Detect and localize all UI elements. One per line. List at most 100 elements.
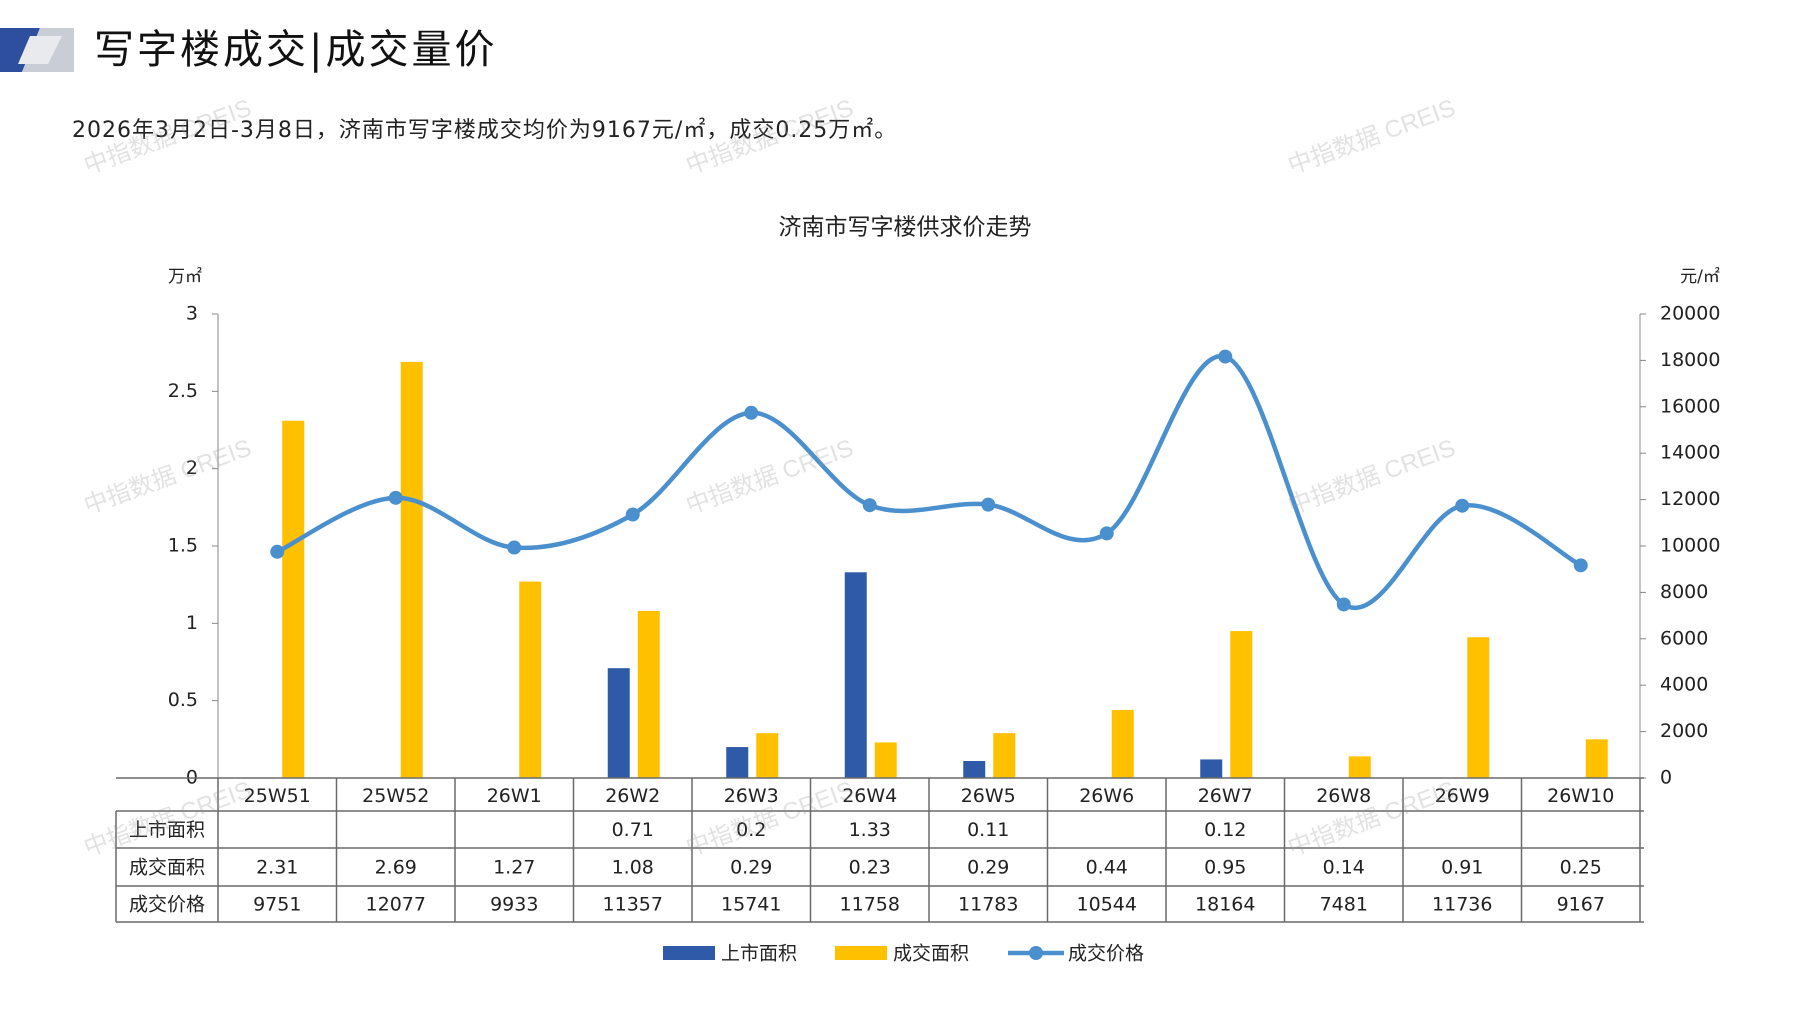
data-label: 0.29 (730, 857, 772, 879)
y-left-tick-label: 1 (186, 612, 198, 634)
deal-area-bar (1585, 739, 1608, 778)
legend-listed-area-swatch (663, 946, 715, 960)
listed-area-bar (726, 747, 749, 778)
y-left-tick-label: 0.5 (168, 689, 198, 711)
deal-area-bar (1348, 756, 1371, 778)
y-right-unit-label: 元/㎡ (1680, 267, 1720, 287)
data-label: 9167 (1557, 894, 1605, 916)
price-point (1099, 526, 1114, 541)
price-point (507, 540, 522, 555)
data-label: 9751 (253, 894, 301, 916)
listed-area-bar (963, 760, 986, 778)
data-label: 0.95 (1204, 857, 1246, 879)
x-category-label: 26W9 (1435, 785, 1490, 807)
price-series-line (276, 354, 1582, 610)
deal-area-bar (756, 733, 779, 778)
y-left-tick-label: 3 (186, 303, 198, 325)
data-label: 2.69 (375, 857, 417, 879)
x-category-label: 26W3 (724, 785, 779, 807)
table-row-header: 成交面积 (129, 857, 205, 879)
x-category-label: 25W51 (244, 785, 311, 807)
y-right-tick-label: 10000 (1660, 535, 1720, 557)
table-row-header: 上市面积 (129, 819, 205, 841)
data-label: 1.33 (849, 819, 891, 841)
y-right-tick-label: 0 (1660, 767, 1672, 789)
chart-title: 济南市写字楼供求价走势 (779, 215, 1032, 241)
y-right-tick-label: 12000 (1660, 488, 1720, 510)
listed-area-bar (607, 668, 630, 778)
price-point (1336, 597, 1351, 612)
legend-label: 成交价格 (1068, 943, 1144, 965)
data-label: 9933 (490, 894, 538, 916)
data-label: 7481 (1320, 894, 1368, 916)
deal-area-bar (993, 733, 1016, 778)
legend-label: 上市面积 (721, 943, 797, 965)
x-category-label: 26W2 (605, 785, 660, 807)
price-point (981, 497, 996, 512)
data-label: 0.2 (736, 819, 766, 841)
data-label: 11783 (958, 894, 1018, 916)
legend-deal-area-swatch (835, 946, 887, 960)
data-label: 18164 (1195, 894, 1255, 916)
price-point (270, 544, 285, 559)
y-right-tick-label: 16000 (1660, 395, 1720, 417)
data-label: 0.44 (1086, 857, 1128, 879)
data-label: 0.25 (1560, 857, 1602, 879)
data-label: 0.29 (967, 857, 1009, 879)
x-category-label: 26W6 (1079, 785, 1134, 807)
table-row-header: 成交价格 (129, 894, 205, 916)
data-label: 0.71 (612, 819, 654, 841)
data-label: 11736 (1432, 894, 1492, 916)
listed-area-bar (844, 572, 867, 778)
data-label: 1.27 (493, 857, 535, 879)
price-point (1573, 558, 1588, 573)
data-label: 15741 (721, 894, 781, 916)
deal-area-bar (519, 581, 542, 778)
y-left-tick-label: 2.5 (168, 380, 198, 402)
x-category-label: 26W7 (1198, 785, 1253, 807)
page-title: 写字楼成交|成交量价 (94, 27, 498, 73)
data-label: 11357 (603, 894, 663, 916)
x-category-label: 26W4 (842, 785, 897, 807)
listed-area-bar (1200, 759, 1223, 778)
price-point (625, 507, 640, 522)
x-category-label: 26W1 (487, 785, 542, 807)
y-right-tick-label: 20000 (1660, 303, 1720, 325)
y-right-tick-label: 18000 (1660, 349, 1720, 371)
deal-area-bar (874, 742, 897, 778)
data-label: 1.08 (612, 857, 654, 879)
data-label: 0.91 (1441, 857, 1483, 879)
deal-area-bar (282, 420, 305, 778)
y-right-tick-label: 14000 (1660, 442, 1720, 464)
brand-logo (0, 28, 74, 72)
data-label: 10544 (1077, 894, 1137, 916)
data-label: 0.23 (849, 857, 891, 879)
legend-price-swatch-dot (1029, 946, 1043, 960)
price-point (744, 405, 759, 420)
x-category-label: 26W10 (1547, 785, 1614, 807)
price-point (1455, 498, 1470, 513)
y-right-tick-label: 4000 (1660, 674, 1708, 696)
deal-area-bar (400, 361, 423, 778)
legend-label: 成交面积 (893, 943, 969, 965)
x-category-label: 26W5 (961, 785, 1016, 807)
data-label: 0.14 (1323, 857, 1365, 879)
y-left-tick-label: 2 (186, 457, 198, 479)
data-label: 12077 (366, 894, 426, 916)
x-category-label: 25W52 (362, 785, 429, 807)
x-category-label: 26W8 (1316, 785, 1371, 807)
page-subtitle: 2026年3月2日-3月8日，济南市写字楼成交均价为9167元/㎡，成交0.25… (72, 118, 898, 143)
data-label: 2.31 (256, 857, 298, 879)
data-label: 0.11 (967, 819, 1009, 841)
y-right-tick-label: 6000 (1660, 627, 1708, 649)
price-point (862, 498, 877, 513)
deal-area-bar (1230, 631, 1253, 778)
y-right-tick-label: 2000 (1660, 720, 1708, 742)
y-left-tick-label: 1.5 (168, 535, 198, 557)
deal-area-bar (637, 610, 660, 778)
y-right-tick-label: 8000 (1660, 581, 1708, 603)
price-point (388, 490, 403, 505)
y-left-unit-label: 万㎡ (168, 267, 202, 287)
data-label: 0.12 (1204, 819, 1246, 841)
